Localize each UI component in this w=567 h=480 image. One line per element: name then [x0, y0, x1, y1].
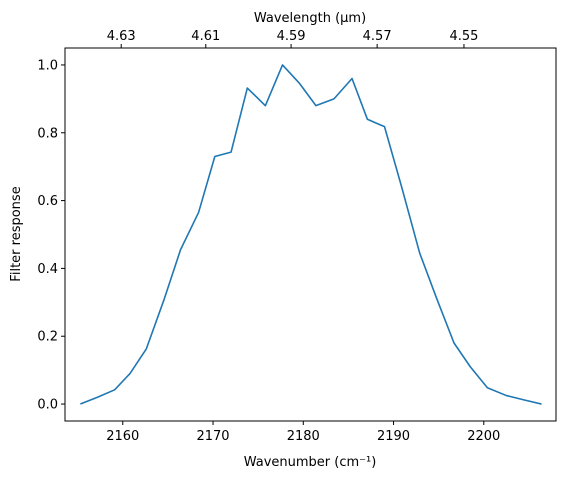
y-tick-label: 0.2: [37, 330, 58, 345]
y-tick-label: 0.0: [37, 398, 58, 413]
x-axis-bottom-label: Wavenumber (cm⁻¹): [244, 455, 377, 470]
x-axis-top-ticks: 4.63 4.61 4.59 4.57 4.55: [107, 29, 478, 48]
x-axis-top-label: Wavelength (μm): [254, 11, 366, 26]
y-tick-label: 0.6: [37, 194, 58, 209]
plot-area: [64, 47, 557, 422]
filter-response-line: [80, 64, 542, 405]
y-axis-label: Filter response: [9, 186, 24, 281]
x-top-tick-label: 4.63: [107, 29, 136, 44]
plot-marks: [80, 64, 542, 405]
y-tick-label: 1.0: [37, 58, 58, 73]
y-tick-label: 0.4: [37, 262, 58, 277]
x-bottom-tick-label: 2160: [106, 429, 139, 444]
x-bottom-tick-label: 2190: [377, 429, 410, 444]
y-tick-label: 0.8: [37, 126, 58, 141]
x-bottom-tick-label: 2170: [196, 429, 229, 444]
x-top-tick-label: 4.61: [191, 29, 220, 44]
x-bottom-tick-label: 2180: [287, 429, 320, 444]
x-top-tick-label: 4.57: [363, 29, 392, 44]
x-axis-bottom-ticks: 2160 2170 2180 2190 2200: [106, 421, 500, 444]
y-axis-ticks: 0.0 0.2 0.4 0.6 0.8 1.0: [37, 58, 65, 413]
x-top-tick-label: 4.55: [449, 29, 478, 44]
x-top-tick-label: 4.59: [277, 29, 306, 44]
x-bottom-tick-label: 2200: [467, 429, 500, 444]
